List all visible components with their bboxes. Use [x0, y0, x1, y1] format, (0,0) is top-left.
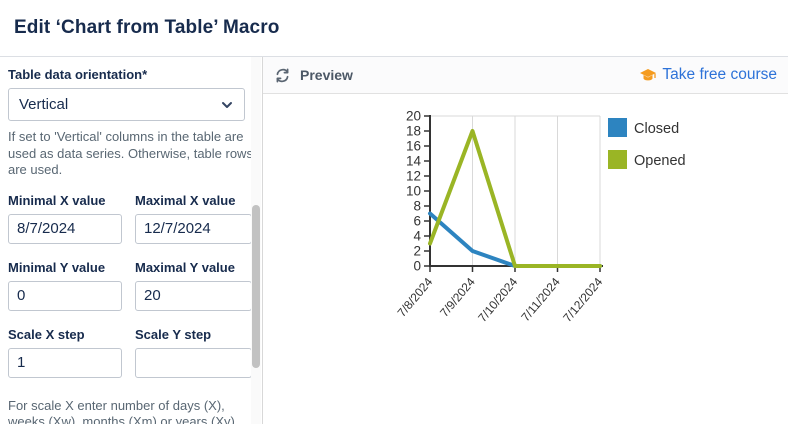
svg-text:7/9/2024: 7/9/2024	[437, 275, 478, 320]
scale-y-input[interactable]	[135, 348, 252, 378]
scale-help-text: For scale X enter number of days (X), we…	[8, 398, 252, 424]
orientation-help-text: If set to 'Vertical' columns in the tabl…	[8, 129, 254, 179]
range-fields: Minimal X value Maximal X value Minimal …	[8, 193, 244, 394]
svg-text:6: 6	[413, 214, 421, 229]
orientation-selected-value: Vertical	[19, 96, 68, 113]
scale-x-label: Scale X step	[8, 327, 122, 342]
scale-y-label: Scale Y step	[135, 327, 252, 342]
graduation-cap-icon	[639, 68, 657, 83]
min-x-input[interactable]	[8, 214, 122, 244]
min-x-label: Minimal X value	[8, 193, 122, 208]
max-y-label: Maximal Y value	[135, 260, 252, 275]
orientation-label: Table data orientation*	[8, 67, 244, 82]
preview-label: Preview	[300, 67, 353, 83]
take-free-course-link[interactable]: Take free course	[639, 66, 777, 84]
preview-header: Preview Take free course	[263, 57, 788, 94]
svg-text:12: 12	[406, 169, 421, 184]
svg-text:7/8/2024: 7/8/2024	[395, 275, 436, 320]
sidebar-scrollbar-track	[251, 57, 261, 424]
svg-text:7/11/2024: 7/11/2024	[518, 275, 563, 324]
svg-text:20: 20	[406, 109, 421, 124]
preview-body: 02468101214161820 7/8/20247/9/20247/10/20…	[263, 94, 788, 424]
svg-text:8: 8	[413, 199, 421, 214]
line-chart: 02468101214161820 7/8/20247/9/20247/10/20…	[375, 105, 788, 336]
settings-sidebar: Table data orientation* Vertical If set …	[0, 57, 263, 424]
dialog-header: Edit ‘Chart from Table’ Macro	[0, 0, 788, 57]
svg-text:4: 4	[413, 229, 421, 244]
refresh-icon[interactable]	[274, 67, 291, 84]
chevron-down-icon	[220, 98, 234, 112]
preview-panel: Preview Take free course 024681012141618…	[263, 57, 788, 424]
dialog-title: Edit ‘Chart from Table’ Macro	[14, 17, 279, 39]
sidebar-scrollbar-thumb[interactable]	[252, 205, 260, 368]
max-x-input[interactable]	[135, 214, 252, 244]
svg-text:18: 18	[406, 124, 421, 139]
min-y-input[interactable]	[8, 281, 122, 311]
svg-text:Opened: Opened	[634, 153, 686, 169]
scale-x-input[interactable]	[8, 348, 122, 378]
svg-text:2: 2	[413, 244, 421, 259]
orientation-select[interactable]: Vertical	[8, 88, 245, 121]
svg-text:0: 0	[413, 259, 421, 274]
dialog-content: Table data orientation* Vertical If set …	[0, 57, 788, 424]
macro-editor-dialog: Edit ‘Chart from Table’ Macro Table data…	[0, 0, 788, 424]
svg-text:Closed: Closed	[634, 121, 679, 137]
max-x-label: Maximal X value	[135, 193, 252, 208]
take-free-course-label: Take free course	[662, 66, 777, 84]
min-y-label: Minimal Y value	[8, 260, 122, 275]
svg-text:10: 10	[406, 184, 421, 199]
svg-text:14: 14	[406, 154, 422, 169]
max-y-input[interactable]	[135, 281, 252, 311]
svg-text:7/12/2024: 7/12/2024	[560, 275, 605, 325]
svg-text:7/10/2024: 7/10/2024	[475, 275, 520, 325]
svg-text:16: 16	[406, 139, 421, 154]
